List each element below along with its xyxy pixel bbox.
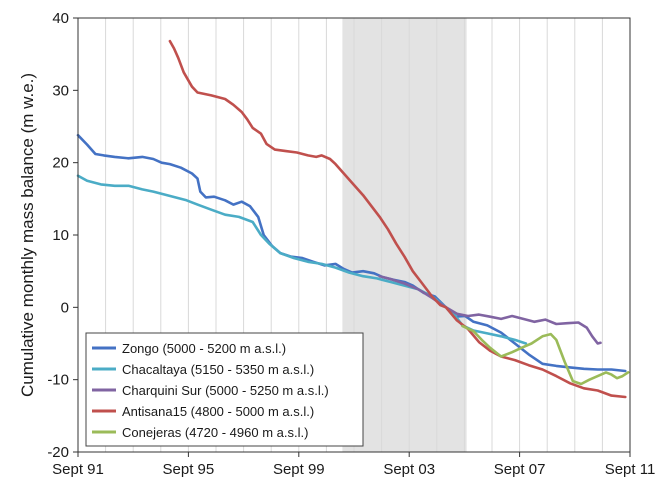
axis-ticks: -20 -10 0 10 20 30 40 Sept 91 Sept 95 Sept 99 Sept… [47,10,655,478]
x-tick-label: Sept 91 [52,461,104,478]
series-line-4 [168,39,627,399]
series-line-2 [76,174,528,345]
series-line-5 [461,324,630,386]
y-tick-label: 30 [52,82,69,99]
x-tick-label: Sept 99 [273,461,325,478]
x-tick-label: Sept 03 [383,461,435,478]
y-tick-label: 20 [52,155,69,172]
y-axis-title: Cumulative monthly mass balance (m w.e.) [18,73,37,397]
x-tick-label: Sept 11 [605,461,656,478]
legend-label: Antisana15 (4800 - 5000 m a.s.l.) [122,404,314,419]
legend-box [85,332,364,447]
y-tick-label: 40 [52,10,69,27]
series-line-3 [378,274,602,345]
x-tick-label: Sept 07 [494,461,546,478]
legend-label: Chacaltaya (5150 - 5350 m a.s.l.) [122,362,314,377]
y-tick-label: 10 [52,227,69,244]
legend-label: Conejeras (4720 - 4960 m a.s.l.) [122,425,308,440]
x-tick-label: Sept 95 [163,461,215,478]
legend-label: Charquini Sur (5000 - 5250 m a.s.l.) [122,383,329,398]
legend: Zongo (5000 - 5200 m a.s.l.) Chacaltaya (… [85,332,364,447]
y-tick-label: -20 [47,444,69,461]
legend-label: Zongo (5000 - 5200 m a.s.l.) [122,341,286,356]
series-lines [76,39,630,399]
y-tick-label: -10 [47,372,69,389]
y-tick-label: 0 [61,299,69,316]
